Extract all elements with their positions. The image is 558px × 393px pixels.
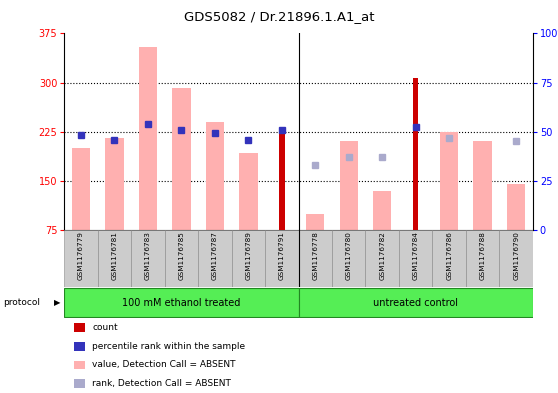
Text: GSM1176783: GSM1176783 — [145, 231, 151, 281]
Text: GSM1176789: GSM1176789 — [246, 231, 251, 281]
Text: GSM1176787: GSM1176787 — [212, 231, 218, 281]
Bar — [299, 288, 533, 317]
Text: count: count — [92, 323, 118, 332]
Text: GSM1176790: GSM1176790 — [513, 231, 519, 281]
Bar — [365, 230, 399, 287]
Bar — [74, 360, 85, 369]
Text: GSM1176778: GSM1176778 — [312, 231, 318, 281]
Bar — [98, 230, 131, 287]
Bar — [466, 230, 499, 287]
Bar — [205, 122, 224, 230]
Bar — [232, 230, 265, 287]
Bar — [299, 230, 332, 287]
Text: GSM1176791: GSM1176791 — [279, 231, 285, 281]
Text: GSM1176784: GSM1176784 — [413, 231, 418, 281]
Text: 100 mM ethanol treated: 100 mM ethanol treated — [122, 298, 240, 308]
Text: GDS5082 / Dr.21896.1.A1_at: GDS5082 / Dr.21896.1.A1_at — [184, 10, 374, 23]
Bar — [198, 230, 232, 287]
Bar — [279, 132, 285, 230]
Bar — [105, 138, 123, 230]
Bar — [339, 141, 358, 230]
Bar — [432, 230, 466, 287]
Bar — [71, 148, 90, 230]
Bar — [74, 342, 85, 351]
Bar — [440, 132, 459, 230]
Bar — [64, 230, 98, 287]
Bar — [399, 230, 432, 287]
Text: GSM1176785: GSM1176785 — [179, 231, 184, 281]
Bar — [131, 230, 165, 287]
Text: GSM1176786: GSM1176786 — [446, 231, 452, 281]
Bar — [74, 323, 85, 332]
Bar — [507, 184, 525, 230]
Text: ▶: ▶ — [54, 298, 60, 307]
Bar — [165, 230, 198, 287]
Bar — [172, 88, 190, 230]
Bar — [373, 191, 391, 230]
Bar — [306, 213, 324, 230]
Text: GSM1176781: GSM1176781 — [112, 231, 117, 281]
Bar — [473, 141, 492, 230]
Bar — [265, 230, 299, 287]
Text: GSM1176788: GSM1176788 — [480, 231, 485, 281]
Text: untreated control: untreated control — [373, 298, 458, 308]
Bar — [139, 46, 157, 230]
Text: percentile rank within the sample: percentile rank within the sample — [92, 342, 246, 351]
Bar — [332, 230, 365, 287]
Bar — [239, 152, 257, 230]
Bar — [499, 230, 533, 287]
Bar — [74, 379, 85, 388]
Text: GSM1176780: GSM1176780 — [346, 231, 352, 281]
Text: GSM1176779: GSM1176779 — [78, 231, 84, 281]
Text: value, Detection Call = ABSENT: value, Detection Call = ABSENT — [92, 360, 236, 369]
Bar — [413, 78, 418, 230]
Text: rank, Detection Call = ABSENT: rank, Detection Call = ABSENT — [92, 379, 231, 388]
Text: protocol: protocol — [3, 298, 40, 307]
Text: GSM1176782: GSM1176782 — [379, 231, 385, 281]
Bar — [64, 288, 299, 317]
